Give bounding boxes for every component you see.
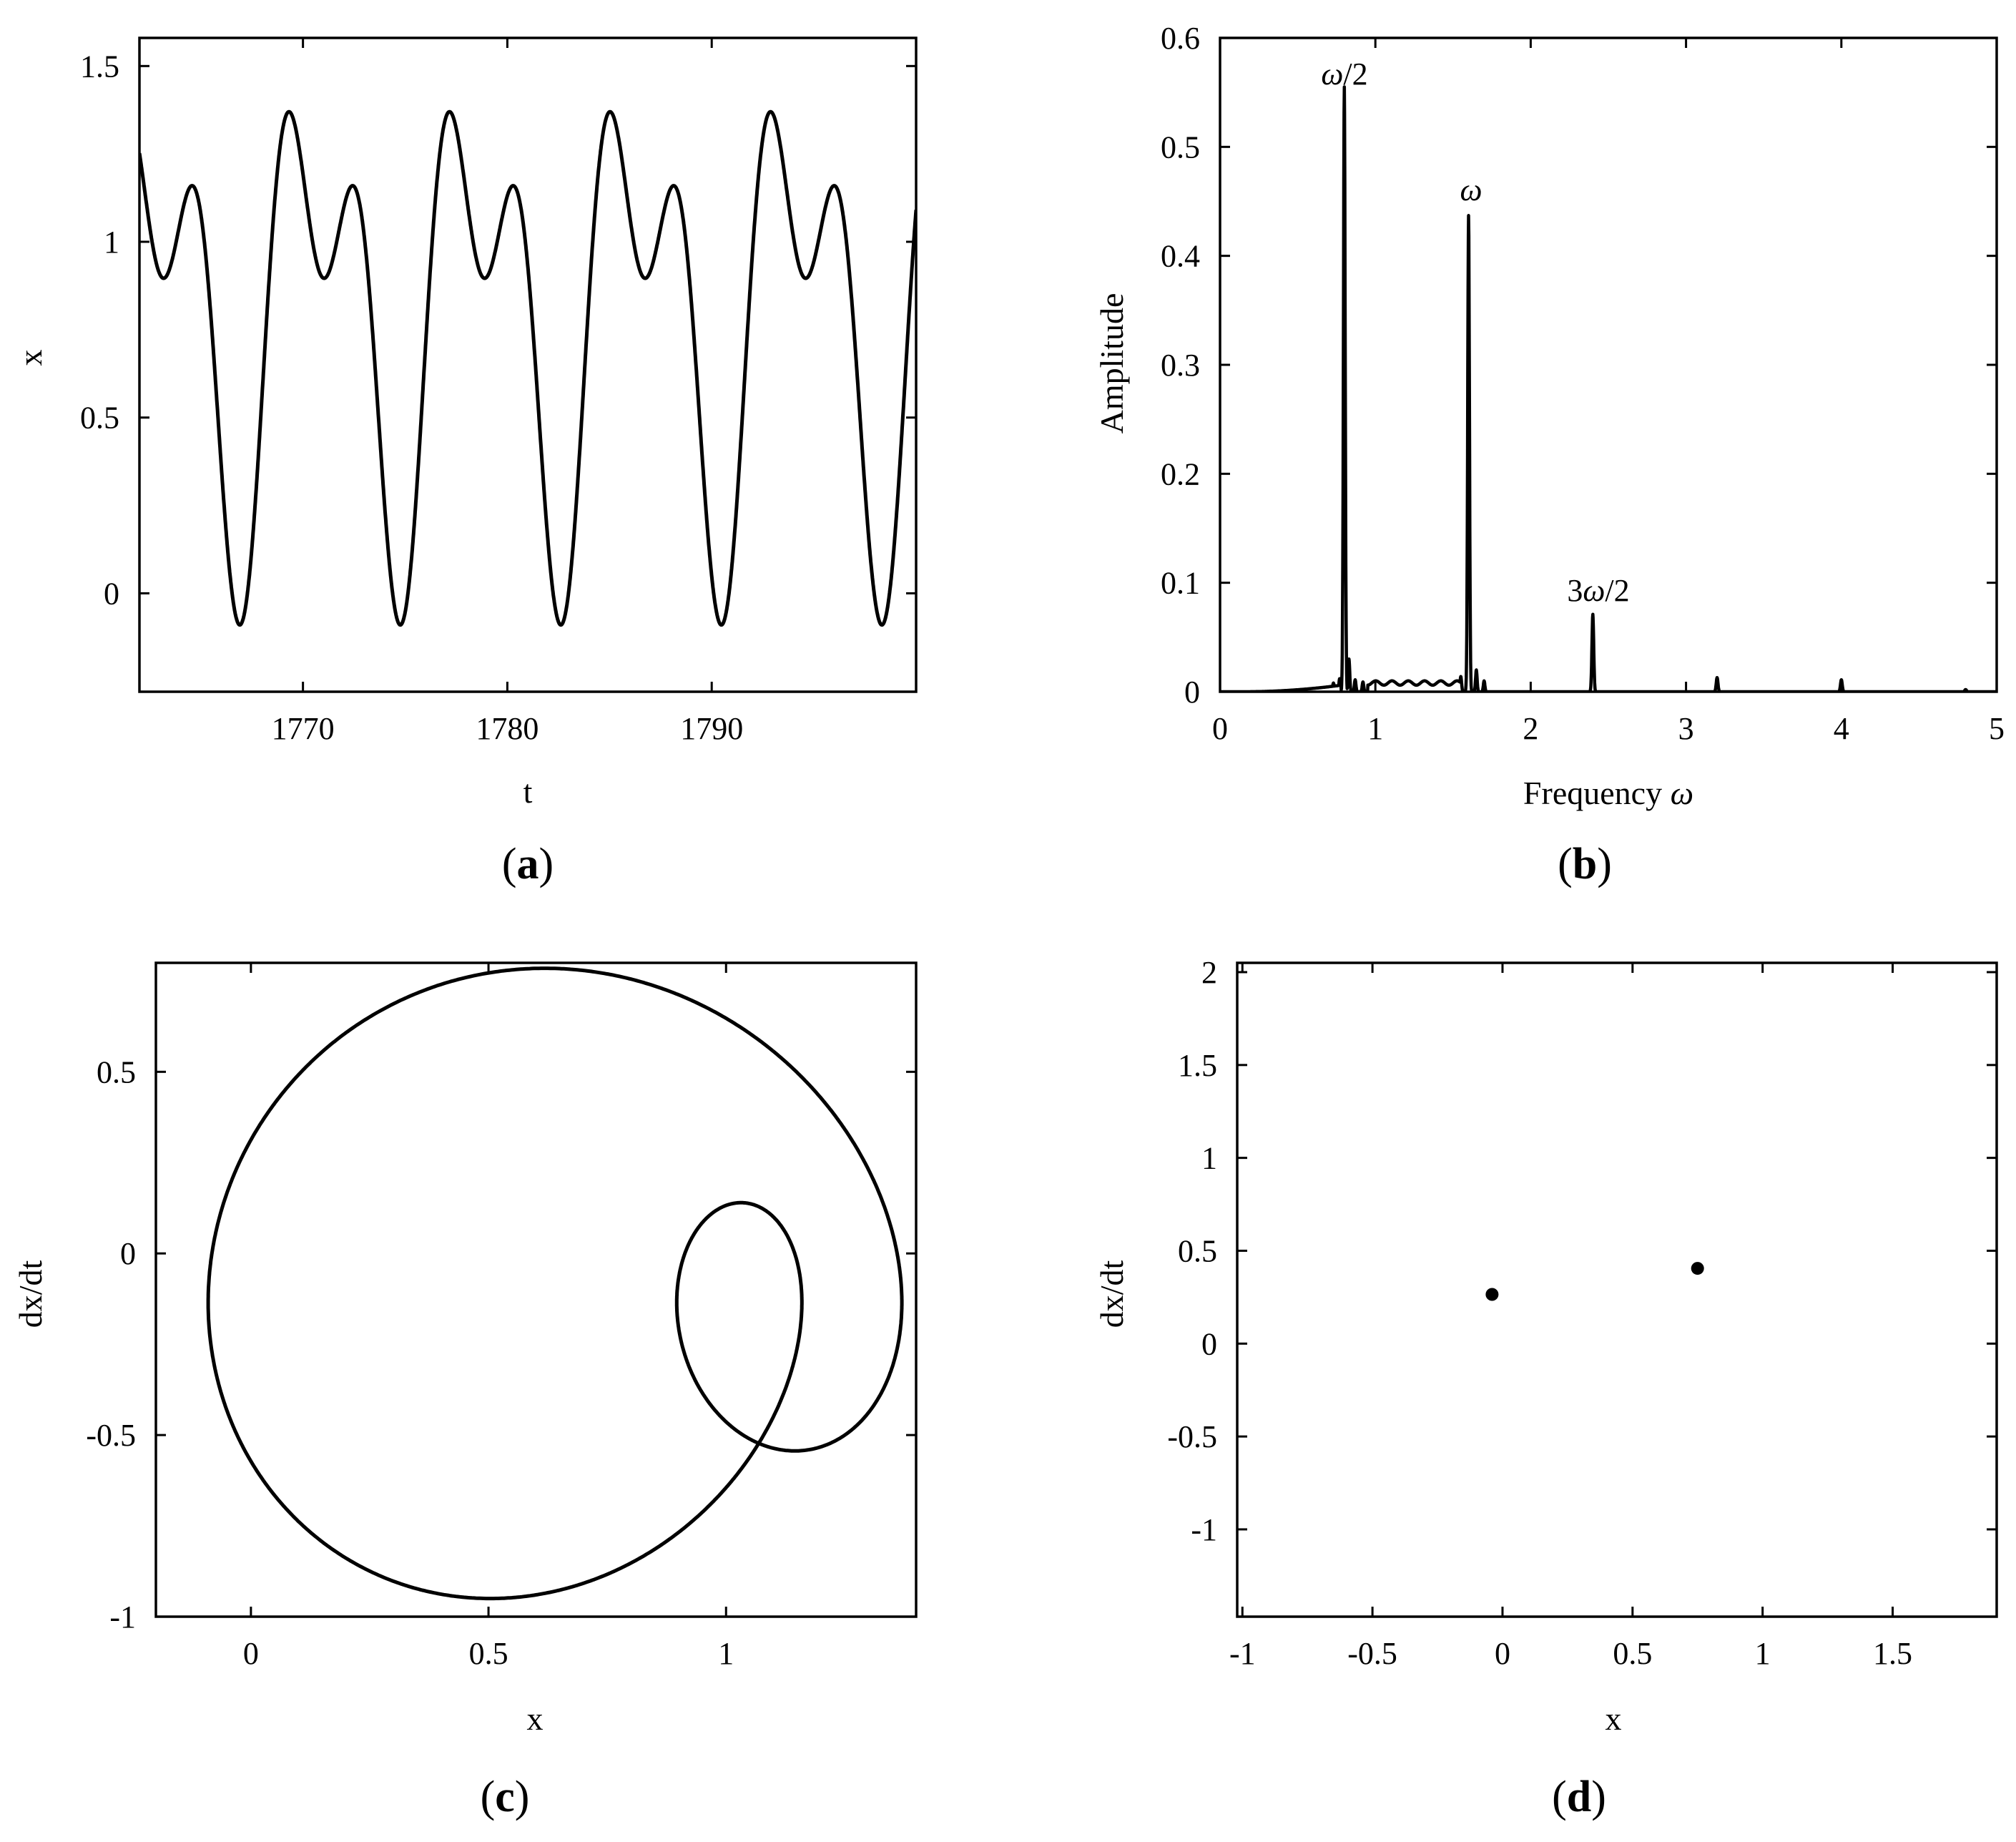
panel-b-ylabel: Amplitude xyxy=(1093,293,1130,434)
peak-label-three-half-omega: 3ω/2 xyxy=(1567,573,1629,608)
panel-b-x-tick-label: 3 xyxy=(1678,711,1694,746)
panel-d-point-1 xyxy=(1485,1288,1499,1301)
panel-a-xlabel: t xyxy=(523,773,533,810)
panel-b-y-tick-label: 0.5 xyxy=(1161,129,1200,165)
panel-d-x-tick-label: 0.5 xyxy=(1613,1636,1652,1671)
panel-b-y-tick-label: 0.2 xyxy=(1161,456,1200,491)
panel-c-xlabel: x xyxy=(527,1700,544,1737)
panel-c-x-tick-label: 0 xyxy=(243,1636,259,1671)
panel-b-x-tick-label: 1 xyxy=(1367,711,1383,746)
panel-c-x-tick-label: 1 xyxy=(718,1636,734,1671)
panel-d-x-tick-label: 1 xyxy=(1755,1636,1771,1671)
panel-a-caption: (a) xyxy=(502,840,554,888)
panel-a-series-line xyxy=(139,109,916,627)
panel-a-x-tick-label: 1770 xyxy=(272,711,335,746)
panel-d-x-tick-label: 1.5 xyxy=(1873,1636,1912,1671)
panel-d-y-tick-label: 1.5 xyxy=(1178,1048,1217,1083)
panel-b-y-tick-label: 0.6 xyxy=(1161,21,1200,56)
panel-d-y-tick-label: 2 xyxy=(1201,955,1217,990)
panel-a-x-tick-label: 1790 xyxy=(680,711,743,746)
peak-label-omega: ω xyxy=(1460,172,1482,207)
panel-b-x-tick-label: 5 xyxy=(1989,711,2005,746)
panel-b-caption: (b) xyxy=(1558,840,1612,888)
panel-b-y-tick-label: 0.1 xyxy=(1161,566,1200,601)
panel-b-y-tick-label: 0.3 xyxy=(1161,348,1200,383)
panel-b-x-tick-label: 0 xyxy=(1212,711,1228,746)
panel-c-x-tick-label: 0.5 xyxy=(469,1636,508,1671)
panel-d-ylabel: dx/dt xyxy=(1093,1260,1130,1328)
panel-d-poincare-section: -1 -0.5 0 0.5 1 1.5 -1 -0.5 0 0.5 1 1.5 2 xyxy=(1167,955,1998,1671)
panel-d-xlabel: x xyxy=(1606,1700,1622,1737)
panel-b-xlabel: Frequency ω xyxy=(1523,775,1693,811)
panel-b-x-tick-label: 2 xyxy=(1523,711,1538,746)
panel-c-ylabel: dx/dt xyxy=(12,1260,49,1328)
panel-c-caption: (c) xyxy=(481,1773,530,1821)
panel-d-x-tick-label: -1 xyxy=(1229,1636,1256,1671)
panel-c-y-tick-label: 0.5 xyxy=(97,1054,136,1089)
panel-c-y-tick-label: 0 xyxy=(120,1236,136,1271)
panel-c-y-tick-label: -0.5 xyxy=(86,1418,136,1453)
panel-b-y-tick-label: 0.4 xyxy=(1161,239,1200,274)
panel-d-y-tick-label: 0 xyxy=(1201,1326,1217,1361)
panel-a-axes-frame xyxy=(138,36,918,693)
panel-d-caption: (d) xyxy=(1552,1773,1606,1821)
panel-d-x-tick-label: 0 xyxy=(1495,1636,1510,1671)
panel-b-spectrum-line xyxy=(1220,85,1997,692)
panel-d-y-tick-label: -1 xyxy=(1191,1512,1217,1547)
panel-d-axes-frame xyxy=(1236,961,1998,1618)
panel-c-y-tick-label: -1 xyxy=(109,1599,136,1635)
panel-a-x-tick-label: 1780 xyxy=(476,711,539,746)
panel-b-spectrum: 0 1 2 3 4 5 0 0.1 0.2 0.3 0.4 0.5 0.6 xyxy=(1161,21,2005,746)
panel-a-y-tick-label: 0.5 xyxy=(80,401,119,436)
peak-label-half-omega: ω/2 xyxy=(1321,57,1367,92)
panel-c-phase-portrait: 0 0.5 1 -1 -0.5 0 0.5 xyxy=(86,961,918,1671)
panel-c-axes-frame xyxy=(154,961,918,1618)
panel-b-axes-frame xyxy=(1219,36,1998,693)
panel-a-time-series: 1770 1780 1790 0 0.5 1 1.5 xyxy=(80,36,918,746)
panel-a-y-tick-label: 1.5 xyxy=(80,49,119,84)
panel-c-trajectory-line xyxy=(206,966,904,1601)
panel-d-x-tick-label: -0.5 xyxy=(1347,1636,1397,1671)
panel-a-y-tick-label: 1 xyxy=(104,225,119,260)
panel-d-y-tick-label: 0.5 xyxy=(1178,1233,1217,1268)
panel-d-y-tick-label: -0.5 xyxy=(1167,1419,1217,1454)
panel-d-point-2 xyxy=(1691,1262,1704,1275)
panel-d-y-tick-label: 1 xyxy=(1201,1141,1217,1176)
panel-a-ylabel: x xyxy=(12,350,49,366)
panel-b-x-tick-label: 4 xyxy=(1834,711,1849,746)
panel-b-y-tick-label: 0 xyxy=(1184,675,1200,710)
panel-a-y-tick-label: 0 xyxy=(104,576,119,611)
